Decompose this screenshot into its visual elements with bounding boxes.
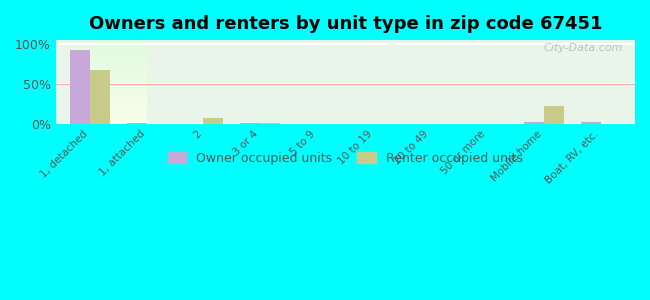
Text: City-Data.com: City-Data.com [544, 43, 623, 52]
Title: Owners and renters by unit type in zip code 67451: Owners and renters by unit type in zip c… [88, 15, 602, 33]
Bar [70, 50, 90, 124]
Bar [260, 123, 280, 124]
Bar [90, 70, 110, 124]
Bar [127, 123, 147, 124]
Bar [240, 123, 260, 124]
Bar [525, 122, 544, 124]
Bar [203, 118, 223, 124]
Legend: Owner occupied units, Renter occupied units: Owner occupied units, Renter occupied un… [162, 147, 528, 170]
Bar [544, 106, 564, 124]
Bar [581, 122, 601, 124]
